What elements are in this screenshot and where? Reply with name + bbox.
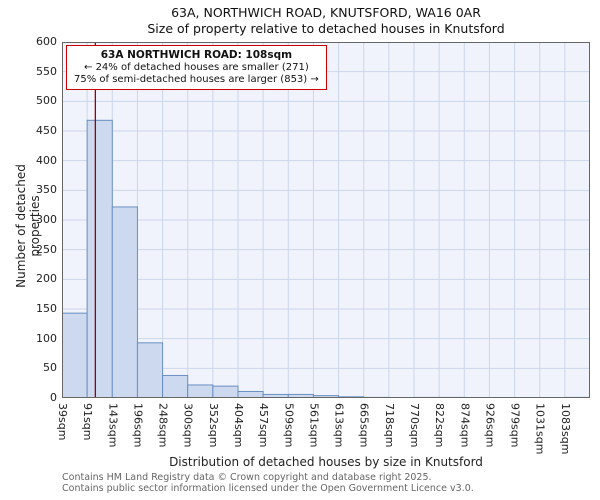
x-tick-label: 822sqm xyxy=(433,403,447,448)
y-tick-labels: 0 50 100 150 200 250 300 350 400 450 500 550 600 xyxy=(0,0,57,500)
plot-frame xyxy=(62,42,590,398)
x-tick-label: 143sqm xyxy=(106,403,120,448)
x-tick-label: 248sqm xyxy=(156,403,170,448)
histogram-bar xyxy=(136,342,164,398)
y-tick-label: 600 xyxy=(36,35,57,48)
x-tick-label: 1031sqm xyxy=(533,403,547,455)
histogram-bar xyxy=(62,312,88,398)
annotation-larger-stat: 75% of semi-detached houses are larger (… xyxy=(74,74,319,85)
plot-area: 63A NORTHWICH ROAD: 108sqm ← 24% of deta… xyxy=(62,42,590,398)
histogram-bar xyxy=(111,206,138,398)
x-tick-label: 91sqm xyxy=(81,403,95,441)
x-tick-label: 352sqm xyxy=(206,403,220,448)
y-tick-label: 250 xyxy=(36,242,57,256)
x-tick-label: 457sqm xyxy=(257,403,271,448)
y-tick-label: 450 xyxy=(36,124,57,137)
y-tick-label: 50 xyxy=(43,361,57,375)
x-tick-label: 561sqm xyxy=(307,403,321,448)
chart-subtitle: Size of property relative to detached ho… xyxy=(147,21,505,36)
chart-title: 63A, NORTHWICH ROAD, KNUTSFORD, WA16 0AR xyxy=(171,5,481,20)
annotation-property-size: 63A NORTHWICH ROAD: 108sqm xyxy=(100,49,293,61)
y-tick-label: 350 xyxy=(36,183,57,197)
histogram-bar xyxy=(86,119,113,398)
histogram-bar xyxy=(162,374,189,398)
y-tick-label: 500 xyxy=(36,94,57,108)
x-tick-label: 196sqm xyxy=(131,403,145,448)
y-tick-label: 100 xyxy=(36,331,57,345)
y-tick-label: 150 xyxy=(36,302,57,315)
x-tick-label: 509sqm xyxy=(282,403,296,448)
annotation-box: 63A NORTHWICH ROAD: 108sqm ← 24% of deta… xyxy=(66,45,327,90)
x-tick-label: 979sqm xyxy=(508,403,522,448)
x-tick-label: 770sqm xyxy=(408,403,421,448)
x-tick-label: 1083sqm xyxy=(558,403,572,455)
footer-line-2: Contains public sector information licen… xyxy=(62,482,474,494)
x-tick-label: 613sqm xyxy=(332,403,346,448)
histogram-bar xyxy=(212,385,239,398)
x-axis-title: Distribution of detached houses by size … xyxy=(169,455,483,469)
x-tick-label: 718sqm xyxy=(382,403,396,448)
annotation-smaller-stat: ← 24% of detached houses are smaller (27… xyxy=(84,62,309,73)
y-tick-label: 300 xyxy=(36,213,57,226)
y-tick-label: 200 xyxy=(36,272,57,286)
histogram-svg xyxy=(62,42,590,398)
footer-line-1: Contains HM Land Registry data © Crown c… xyxy=(62,472,432,483)
y-tick-label: 0 xyxy=(50,391,57,404)
x-tick-label: 926sqm xyxy=(483,403,497,448)
y-tick-label: 400 xyxy=(36,153,57,167)
x-tick-label: 404sqm xyxy=(232,403,245,448)
x-tick-label: 874sqm xyxy=(458,403,472,448)
histogram-bar xyxy=(187,384,214,398)
y-tick-label: 550 xyxy=(36,64,57,78)
x-tick-labels: 39sqm 91sqm 143sqm 196sqm 248sqm 300sqm 352sqm… xyxy=(56,401,590,463)
footer: Contains HM Land Registry data © Crown c… xyxy=(62,472,600,494)
x-tick-label: 39sqm xyxy=(56,403,69,441)
x-tick-label: 665sqm xyxy=(357,403,371,448)
x-tick-label: 300sqm xyxy=(181,403,195,448)
